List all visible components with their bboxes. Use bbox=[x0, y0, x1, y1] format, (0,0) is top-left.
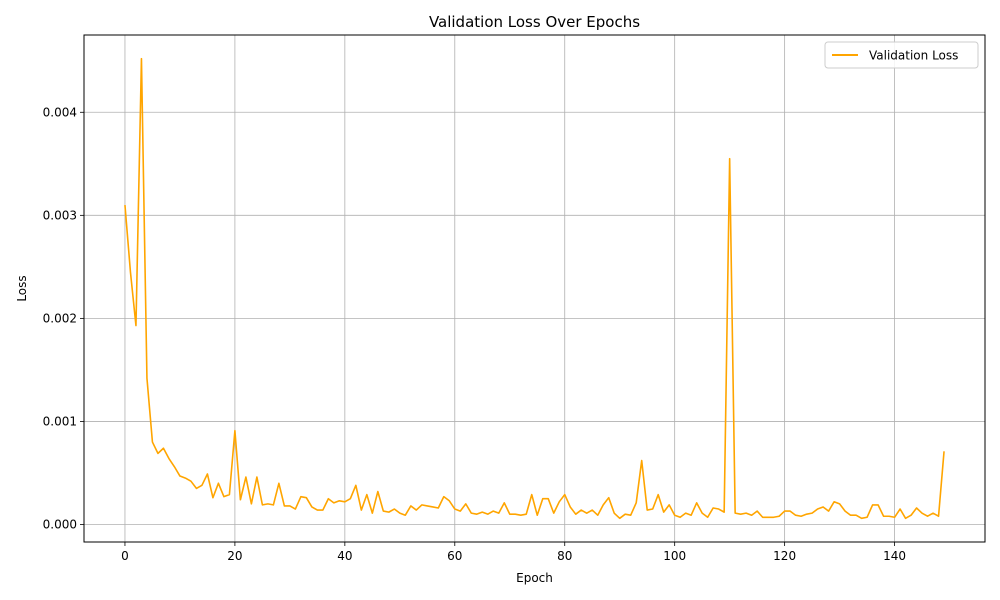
x-tick-label: 80 bbox=[557, 549, 572, 563]
y-axis-ticks: 0.000 0.001 0.002 0.003 0.004 bbox=[43, 105, 84, 531]
x-tick-label: 140 bbox=[883, 549, 906, 563]
series-line-validation-loss bbox=[124, 57, 945, 520]
series-layer bbox=[124, 57, 945, 520]
y-tick-label: 0.000 bbox=[43, 517, 77, 531]
y-axis-label: Loss bbox=[15, 275, 29, 301]
plot-frame bbox=[83, 34, 986, 543]
y-tick-label: 0.001 bbox=[43, 414, 77, 428]
x-axis-ticks: 0 20 40 60 80 100 120 140 bbox=[121, 542, 906, 563]
legend-label: Validation Loss bbox=[869, 49, 958, 63]
y-tick-label: 0.002 bbox=[43, 311, 77, 325]
x-tick-label: 60 bbox=[447, 549, 462, 563]
x-tick-label: 40 bbox=[337, 549, 352, 563]
x-tick-label: 100 bbox=[663, 549, 686, 563]
legend: Validation Loss bbox=[824, 41, 979, 69]
chart-title: Validation Loss Over Epochs bbox=[429, 13, 640, 31]
grid bbox=[84, 35, 985, 542]
x-tick-label: 120 bbox=[773, 549, 796, 563]
x-axis-label: Epoch bbox=[516, 571, 553, 585]
x-tick-label: 0 bbox=[121, 549, 129, 563]
y-tick-label: 0.004 bbox=[43, 105, 77, 119]
y-tick-label: 0.003 bbox=[43, 208, 77, 222]
x-tick-label: 20 bbox=[227, 549, 242, 563]
legend-box bbox=[824, 41, 979, 69]
